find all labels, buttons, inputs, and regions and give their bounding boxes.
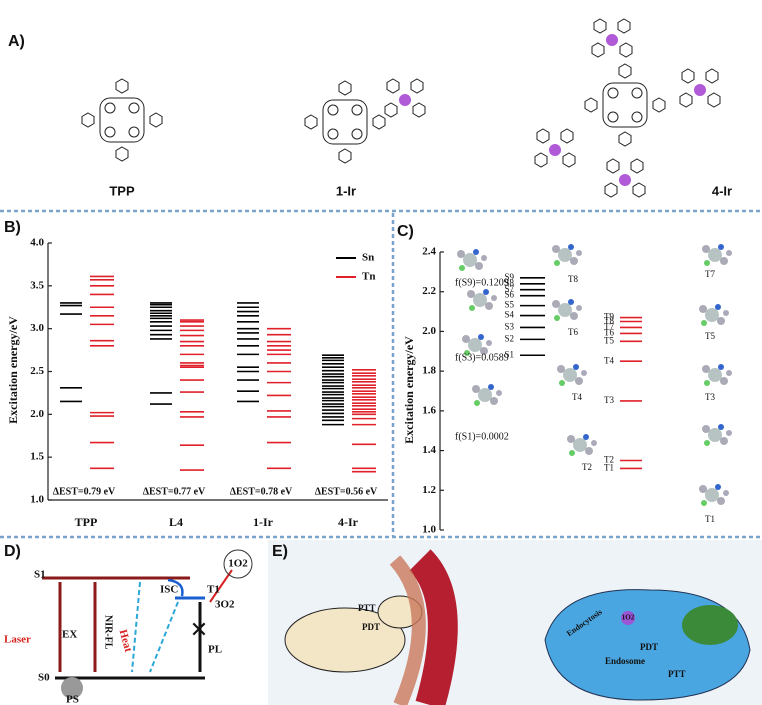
annotation: f(S1)=0.0002 [455,431,509,442]
y-axis-label: Excitation energy/eV [402,336,416,444]
panel-label: B) [4,219,21,236]
y-tick-label: 2.0 [422,325,436,337]
orbital-label: T5 [705,331,715,341]
level-label: S1 [34,569,46,581]
transition-label: NIR-FL [103,615,114,650]
legend-label: Sn [362,252,374,264]
orbital-label: T7 [705,269,715,279]
level-label: T7 [604,322,614,332]
y-tick-label: 1.0 [30,494,44,506]
y-tick-label: 1.8 [422,365,436,377]
level-label: T5 [604,335,614,345]
ps-label: PS [66,694,79,705]
svg-text:✕: ✕ [190,617,208,642]
panel-label: E) [272,543,288,560]
y-tick-label: 3.0 [30,322,44,334]
species-label: 1O2 [228,558,248,570]
compound-label: 1-Ir [336,183,356,198]
level-label: T9 [604,312,614,322]
orbital-label: T2 [582,462,592,472]
transition-label: PL [208,644,222,656]
treatment-label: PTT [358,603,376,613]
panel-label: A) [8,33,25,50]
treatment-label: PDT [640,642,658,652]
x-tick-label: L4 [169,515,183,529]
level-label: T6 [604,327,614,337]
level-label: S5 [504,300,514,310]
y-tick-label: 1.0 [422,524,436,536]
species-label: 1O2 [622,614,635,622]
y-tick-label: 1.4 [422,444,436,456]
species-label: 3O2 [215,599,235,611]
y-tick-label: 3.5 [30,279,44,291]
level-label: T1 [604,463,614,473]
y-tick-label: 2.5 [30,365,44,377]
treatment-label: PTT [668,669,686,679]
level-label: S9 [504,272,514,282]
annotation: ΔEST=0.56 eV [315,486,378,497]
level-label: S4 [504,310,514,320]
panel-label: D) [4,543,21,560]
annotation: f(S3)=0.0589 [455,352,509,363]
y-tick-label: 1.6 [422,404,436,416]
transition-label: Heat [117,628,135,653]
orbital-label: T1 [705,514,715,524]
transition-label: EX [62,629,77,641]
annotation: ΔEST=0.79 eV [53,486,116,497]
level-label: T1 [207,584,220,596]
y-tick-label: 1.5 [30,451,44,463]
treatment-label: PDT [362,622,380,632]
process-label: Endosome [605,656,645,666]
legend-label: Tn [362,271,375,283]
orbital-label: T3 [705,392,715,402]
level-label: S7 [504,284,514,294]
level-label: S6 [504,290,514,300]
level-label: T2 [604,455,614,465]
level-label: T3 [604,395,614,405]
annotation: ΔEST=0.77 eV [143,486,206,497]
level-label: S8 [504,278,514,288]
y-tick-label: 2.2 [422,285,436,297]
annotation: ΔEST=0.78 eV [230,486,293,497]
y-axis-label: Excitation energy/eV [6,316,20,424]
level-label: S2 [504,333,514,343]
transition-label: ISC [160,584,178,596]
x-tick-label: 1-Ir [253,515,274,529]
x-tick-label: TPP [75,515,98,529]
y-tick-label: 2.4 [422,246,436,258]
y-tick-label: 1.2 [422,484,436,496]
y-tick-label: 4.0 [30,237,44,249]
level-label: T8 [604,316,614,326]
annotation: f(S9)=0.1209 [455,277,509,288]
compound-label: TPP [109,183,135,198]
x-tick-label: 4-Ir [338,515,359,529]
panel-label: C) [397,223,414,240]
level-label: S3 [504,322,514,332]
compound-label: 4-Ir [712,183,732,198]
level-label: S0 [38,672,50,684]
level-label: T4 [604,355,614,365]
y-tick-label: 2.0 [30,408,44,420]
laser-label: Laser [4,634,31,646]
orbital-label: T8 [568,274,578,284]
orbital-label: T4 [572,392,582,402]
orbital-label: T6 [568,327,578,337]
level-label: S1 [504,349,514,359]
